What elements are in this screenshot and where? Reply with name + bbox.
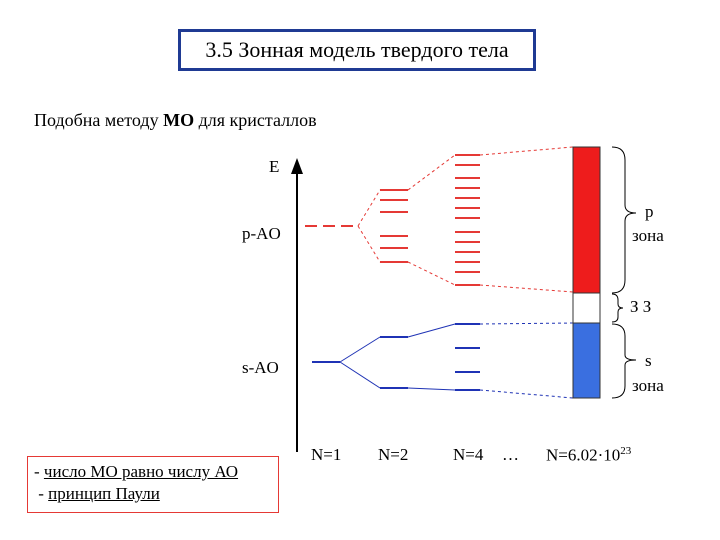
band-gap [572, 292, 601, 324]
note-1-dash: - [34, 462, 44, 481]
p-connectors-2-4 [407, 154, 456, 286]
note-2-text: принцип Паули [48, 484, 160, 503]
n1-label: N=1 [311, 445, 342, 464]
s-connectors-2-4 [407, 323, 456, 391]
ellipsis-label: … [502, 445, 519, 464]
p-ao-label: p-AO [242, 224, 281, 243]
p-band-word: зона [632, 226, 664, 245]
energy-axis-arrow-icon [291, 158, 303, 174]
page-title: 3.5 Зонная модель твердого тела [205, 37, 509, 62]
n-large-exp: 23 [620, 445, 632, 457]
note-line-2: - принцип Паули [34, 483, 272, 505]
s-band-letter: s [645, 351, 652, 370]
p-band-letter: p [645, 202, 654, 221]
title-box: 3.5 Зонная модель твердого тела [178, 29, 536, 71]
subtitle: Подобна методу МО для кристаллов [34, 110, 317, 131]
p-levels-n4 [455, 154, 480, 286]
note-line-1: - число МО равно числу АО [34, 461, 272, 483]
n4-label: N=4 [453, 445, 484, 464]
p-band-brace [611, 146, 637, 294]
s-ao-label: s-AO [242, 358, 279, 377]
s-connectors-1-2 [339, 336, 381, 389]
axis-label: E [269, 157, 280, 176]
gap-brace [611, 293, 624, 323]
s-levels-n4 [455, 323, 480, 391]
subtitle-bold: МО [163, 110, 195, 130]
note-2-dash: - [34, 484, 49, 503]
p-band [572, 146, 601, 294]
note-1-text: число МО равно числу АО [43, 462, 239, 481]
p-levels-n2 [380, 189, 408, 263]
s-levels-n2 [380, 336, 408, 389]
s-band-word: зона [632, 376, 664, 395]
n2-label: N=2 [378, 445, 409, 464]
subtitle-prefix: Подобна методу [34, 110, 164, 130]
p-connectors-1-2 [357, 189, 381, 263]
s-band-brace [611, 323, 637, 399]
n-large-label: N=6.02·1023 [546, 445, 631, 466]
n-large-prefix: N=6.02·10 [546, 445, 621, 465]
s-band [572, 322, 601, 399]
s-connectors-4-band [479, 322, 574, 399]
notes-box: - число МО равно числу АО - принцип Паул… [27, 456, 279, 513]
p-connectors-4-band [479, 146, 574, 293]
subtitle-suffix: для кристаллов [194, 110, 317, 130]
gap-label: З З [630, 297, 652, 316]
